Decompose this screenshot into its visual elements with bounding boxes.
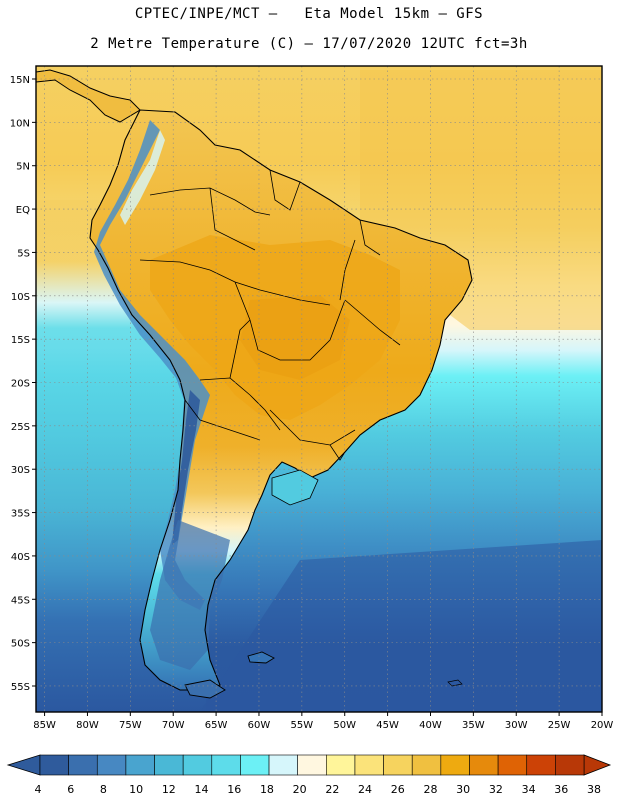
lon-tick-label: 30W xyxy=(505,720,528,731)
colorbar-swatch xyxy=(297,754,327,776)
colorbar-swatch xyxy=(68,754,98,776)
colorbar-swatch xyxy=(39,754,69,776)
colorbar-label: 8 xyxy=(100,783,107,796)
lon-tick-label: 25W xyxy=(548,720,571,731)
colorbar-label: 12 xyxy=(162,783,176,796)
lon-tick-label: 50W xyxy=(333,720,356,731)
colorbar-swatch xyxy=(411,754,442,776)
colorbar-swatch xyxy=(526,754,556,776)
temperature-colorbar: 4 6 8 10 12 14 16 18 20 22 24 26 28 30 32 34 36 38 xyxy=(6,754,612,796)
colorbar-label: 6 xyxy=(67,783,74,796)
latitude-axis: 15N 10N 5N EQ 5S 10S 15S 20S 25S 30S 35S 40S 45S 50S 5… xyxy=(10,75,36,693)
colorbar-label: 32 xyxy=(489,783,503,796)
lon-tick-label: 80W xyxy=(76,720,99,731)
colorbar-label: 26 xyxy=(391,783,405,796)
colorbar-swatch xyxy=(326,754,356,776)
lat-tick-label: 15N xyxy=(10,75,30,86)
colorbar-swatch xyxy=(440,754,470,776)
falkland-islands xyxy=(247,651,275,664)
colorbar-swatch xyxy=(555,754,585,776)
colorbar-label: 34 xyxy=(522,783,536,796)
temperature-field xyxy=(36,66,602,712)
lon-tick-label: 35W xyxy=(462,720,485,731)
colorbar-swatch xyxy=(383,754,413,776)
lat-tick-label: 35S xyxy=(11,509,30,520)
coastline xyxy=(89,109,473,691)
colorbar-swatch xyxy=(354,754,384,776)
colorbar-swatch xyxy=(469,754,499,776)
colorbar-swatch xyxy=(497,754,528,776)
lon-tick-label: 60W xyxy=(248,720,271,731)
colorbar-swatch xyxy=(154,754,184,776)
colorbar-label: 24 xyxy=(358,783,372,796)
lat-tick-label: 55S xyxy=(11,682,30,693)
lat-tick-label: 10S xyxy=(11,292,30,303)
colorbar-label: 22 xyxy=(325,783,339,796)
colorbar-label: 28 xyxy=(423,783,437,796)
colorbar-swatch xyxy=(268,754,298,776)
colorbar-label: 36 xyxy=(554,783,568,796)
longitude-axis: 85W 80W 75W 70W 65W 60W 55W 50W 45W 40W 35W 30W 25W 2… xyxy=(33,712,613,731)
lat-tick-label: 30S xyxy=(11,465,30,476)
colorbar-swatch xyxy=(211,754,241,776)
colorbar-label: 4 xyxy=(35,783,42,796)
lat-tick-label: 5N xyxy=(16,162,30,173)
colorbar-label: 16 xyxy=(227,783,241,796)
colorbar-swatch xyxy=(125,754,155,776)
colorbar-label: 30 xyxy=(456,783,470,796)
colorbar-high-arrow xyxy=(583,754,612,776)
lat-tick-label: 20S xyxy=(11,378,30,389)
lat-tick-label: 5S xyxy=(17,248,30,259)
map-title-line2: 2 Metre Temperature (C) – 17/07/2020 12U… xyxy=(90,36,528,52)
colorbar-label: 18 xyxy=(260,783,274,796)
lat-tick-label: 45S xyxy=(11,595,30,606)
lon-tick-label: 20W xyxy=(591,720,614,731)
lat-tick-label: 15S xyxy=(11,335,30,346)
colorbar-swatch xyxy=(182,754,213,776)
country-borders xyxy=(139,169,401,461)
central-america xyxy=(36,69,141,123)
lat-tick-label: EQ xyxy=(16,205,30,216)
colorbar-label: 10 xyxy=(129,783,143,796)
lon-tick-label: 45W xyxy=(376,720,399,731)
lon-tick-label: 55W xyxy=(291,720,314,731)
colorbar-swatch xyxy=(96,754,127,776)
lat-tick-label: 50S xyxy=(11,639,30,650)
lon-tick-label: 70W xyxy=(162,720,185,731)
colorbar-swatch xyxy=(240,754,270,776)
lon-tick-label: 75W xyxy=(119,720,142,731)
colorbar-label: 38 xyxy=(587,783,601,796)
colorbar-label: 14 xyxy=(195,783,209,796)
map-frame xyxy=(35,65,603,713)
temperature-map: 15N 10N 5N EQ 5S 10S 15S 20S 25S 30S 35S 40S 45S 50S 5… xyxy=(10,65,613,731)
lon-tick-label: 65W xyxy=(205,720,228,731)
lon-tick-label: 85W xyxy=(33,720,56,731)
map-title-line1: CPTEC/INPE/MCT – Eta Model 15km – GFS xyxy=(134,6,484,22)
lat-tick-label: 40S xyxy=(11,552,30,563)
lat-tick-label: 25S xyxy=(11,422,30,433)
lon-tick-label: 40W xyxy=(419,720,442,731)
colorbar-label: 20 xyxy=(293,783,307,796)
lat-tick-label: 10N xyxy=(10,118,30,129)
colorbar-low-arrow xyxy=(6,754,41,776)
